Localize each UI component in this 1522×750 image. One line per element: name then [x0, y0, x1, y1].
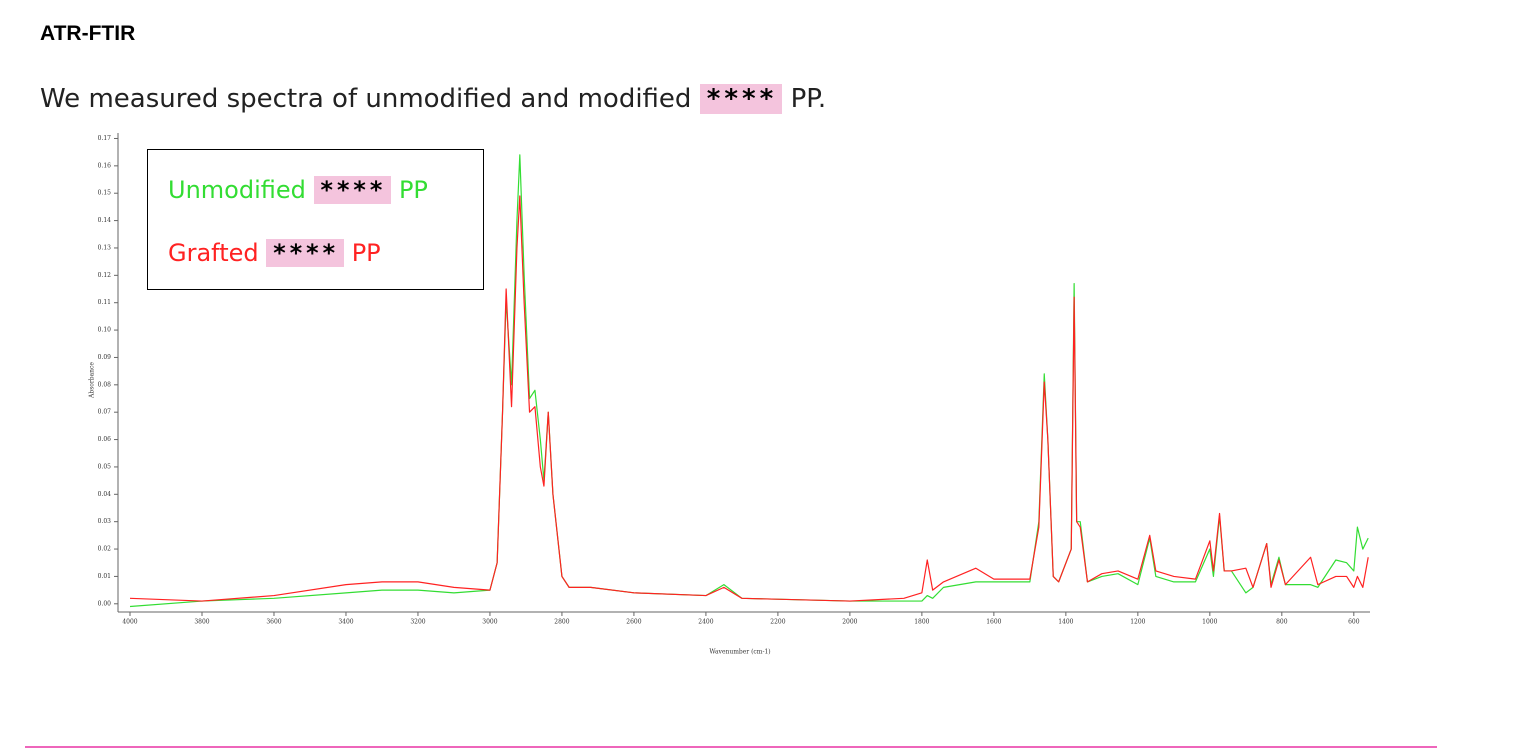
x-tick-label: 2600 [626, 619, 641, 626]
y-axis-label: Absorbance [89, 362, 96, 399]
y-tick-label: 0.04 [98, 491, 112, 498]
legend-entry: Grafted **** PP [168, 239, 381, 267]
x-tick-label: 3400 [338, 619, 353, 626]
y-tick-label: 0.05 [98, 463, 112, 470]
y-tick-label: 0.15 [98, 190, 112, 197]
x-tick-label: 800 [1276, 619, 1288, 626]
y-tick-label: 0.08 [98, 381, 112, 388]
y-tick-label: 0.00 [98, 600, 112, 607]
y-tick-label: 0.06 [98, 436, 112, 443]
y-tick-label: 0.10 [98, 327, 112, 334]
y-tick-label: 0.07 [98, 409, 112, 416]
legend-entry: Unmodified **** PP [168, 176, 428, 204]
legend: Unmodified **** PP Grafted **** PP [147, 149, 484, 290]
x-tick-label: 3200 [410, 619, 425, 626]
text: We measured spectra of unmodified and mo… [40, 84, 692, 114]
y-tick-label: 0.02 [98, 546, 112, 553]
x-tick-label: 2400 [698, 619, 713, 626]
x-tick-label: 3000 [482, 619, 497, 626]
paragraph: We measured spectra of unmodified and mo… [40, 84, 826, 114]
y-tick-label: 0.01 [98, 573, 111, 580]
redacted: **** [699, 84, 783, 114]
x-tick-label: 2000 [842, 619, 857, 626]
y-tick-label: 0.09 [98, 354, 112, 361]
divider [25, 746, 1437, 748]
x-tick-label: 3600 [266, 619, 281, 626]
heading: ATR-FTIR [40, 22, 136, 45]
x-axis-label: Wavenumber (cm-1) [709, 649, 770, 656]
spectrum-line [129, 195, 1369, 602]
x-tick-label: 3800 [194, 619, 209, 626]
y-tick-label: 0.14 [98, 217, 112, 224]
x-tick-label: 1600 [986, 619, 1001, 626]
x-tick-label: 600 [1348, 619, 1360, 626]
x-tick-label: 1000 [1202, 619, 1217, 626]
x-tick-label: 1200 [1130, 619, 1145, 626]
x-tick-label: 2800 [554, 619, 569, 626]
x-tick-label: 2200 [770, 619, 785, 626]
y-tick-label: 0.11 [98, 299, 111, 306]
y-tick-label: 0.13 [98, 244, 112, 251]
x-tick-label: 4000 [122, 619, 137, 626]
text: PP. [790, 84, 827, 114]
y-tick-label: 0.16 [98, 162, 112, 169]
y-tick-label: 0.03 [98, 518, 112, 525]
x-tick-label: 1800 [914, 619, 929, 626]
y-tick-label: 0.17 [98, 135, 112, 142]
x-tick-label: 1400 [1058, 619, 1073, 626]
y-tick-label: 0.12 [98, 272, 112, 279]
